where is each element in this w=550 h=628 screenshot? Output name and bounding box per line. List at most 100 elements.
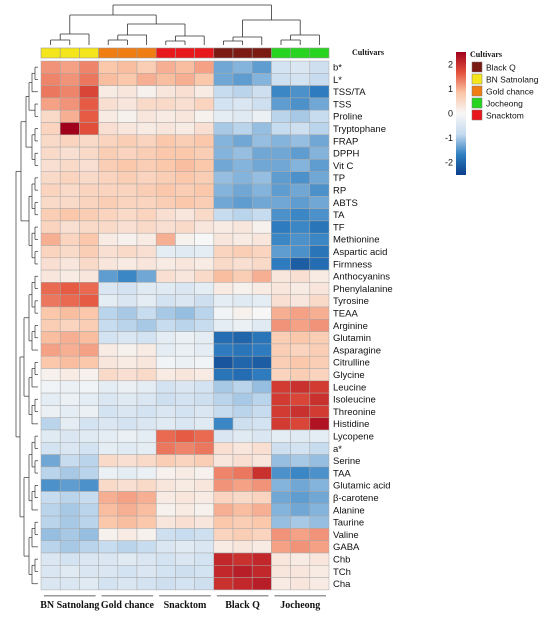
heatmap-cell (232, 565, 253, 578)
heatmap-cell (155, 491, 176, 505)
heatmap-cell (175, 454, 195, 468)
heatmap-cell (155, 60, 176, 74)
heatmap-cell (98, 478, 119, 492)
row-label: DPPH (333, 149, 360, 160)
heatmap-cell (251, 183, 272, 197)
legend-label: Gold chance (486, 87, 534, 97)
heatmap-cell (309, 355, 330, 369)
row-label: β-carotene (333, 493, 379, 504)
heatmap-cell (309, 282, 330, 295)
heatmap-cell (155, 171, 176, 185)
heatmap-cell (271, 146, 291, 160)
heatmap-cell (213, 368, 234, 382)
heatmap-cell (194, 392, 215, 406)
heatmap-cell (117, 429, 138, 443)
heatmap-cell (232, 331, 253, 345)
heatmap-cell (117, 60, 138, 74)
heatmap-cell (40, 552, 61, 566)
row-label: TF (333, 222, 345, 233)
heatmap-cell (155, 306, 176, 320)
heatmap-cell (271, 85, 291, 99)
heatmap-cell (117, 331, 138, 345)
heatmap-cell (309, 60, 330, 74)
legend-swatch (471, 61, 483, 73)
heatmap-cell (309, 405, 330, 418)
heatmap-cell (79, 540, 99, 554)
row-label: Glutamin (333, 333, 371, 344)
heatmap-cell (40, 122, 61, 136)
heatmap-cell (40, 208, 61, 222)
heatmap-cell (98, 552, 119, 566)
annotation-cell (117, 47, 138, 59)
heatmap-cell (155, 343, 176, 357)
heatmap-cell (232, 478, 253, 492)
cultivar-annotation-bar (40, 47, 330, 59)
heatmap-cell (59, 331, 80, 345)
heatmap-cell (232, 380, 253, 394)
heatmap-cell (213, 392, 234, 406)
heatmap-cell (213, 429, 234, 443)
heatmap-cell (271, 220, 291, 234)
heatmap-cell (98, 405, 119, 418)
heatmap-cell (175, 331, 195, 345)
heatmap-cell (271, 503, 291, 517)
row-label: TP (333, 173, 345, 184)
heatmap-cell (251, 503, 272, 517)
heatmap-cell (175, 552, 195, 566)
heatmap-cell (155, 355, 176, 369)
heatmap-cell (79, 232, 99, 246)
heatmap-cell (79, 109, 99, 123)
heatmap-cell (194, 319, 215, 332)
heatmap-cell (59, 528, 80, 541)
heatmap-cell (40, 109, 61, 123)
heatmap-cell (79, 528, 99, 541)
heatmap-cell (232, 134, 253, 148)
heatmap-cell (59, 405, 80, 418)
heatmap-cell (59, 257, 80, 271)
heatmap-cell (309, 294, 330, 308)
heatmap-cell (40, 429, 61, 443)
heatmap-cell (98, 294, 119, 308)
heatmap-cell (117, 146, 138, 160)
heatmap-cell (40, 134, 61, 148)
column-group-label: Jocheong (280, 600, 320, 611)
heatmap-cell (117, 392, 138, 406)
heatmap-cell (309, 171, 330, 185)
heatmap-cell (251, 122, 272, 136)
heatmap-cell (59, 60, 80, 74)
heatmap-cell (117, 85, 138, 99)
heatmap-cell (117, 134, 138, 148)
heatmap-cell (251, 577, 272, 591)
heatmap-cell (309, 245, 330, 259)
heatmap-cell (117, 319, 138, 332)
heatmap-cell (309, 269, 330, 283)
annotation-cell (136, 47, 157, 59)
heatmap-cell (271, 60, 291, 74)
heatmap-cell (175, 109, 195, 123)
heatmap-cell (194, 343, 215, 357)
heatmap-cell (194, 417, 215, 431)
heatmap-cell (136, 552, 157, 566)
heatmap-cell (271, 134, 291, 148)
heatmap-cell (117, 454, 138, 468)
heatmap-cell (98, 380, 119, 394)
heatmap-cell (59, 577, 80, 591)
heatmap-cell (309, 503, 330, 517)
heatmap-cell (194, 171, 215, 185)
heatmap-cell (98, 331, 119, 345)
heatmap-cell (290, 577, 311, 591)
heatmap-cell (136, 417, 157, 431)
heatmap-cell (117, 282, 138, 295)
heatmap-cell (117, 159, 138, 172)
heatmap-cell (290, 134, 311, 148)
heatmap-cell (175, 442, 195, 455)
heatmap-cell (79, 294, 99, 308)
heatmap-cell (155, 466, 176, 480)
heatmap-cell (155, 208, 176, 222)
heatmap-cell (271, 368, 291, 382)
heatmap-cell (40, 368, 61, 382)
legend-title: Cultivars (470, 50, 502, 59)
heatmap-cell (155, 577, 176, 591)
heatmap-cell (59, 454, 80, 468)
heatmap-cell (213, 405, 234, 418)
